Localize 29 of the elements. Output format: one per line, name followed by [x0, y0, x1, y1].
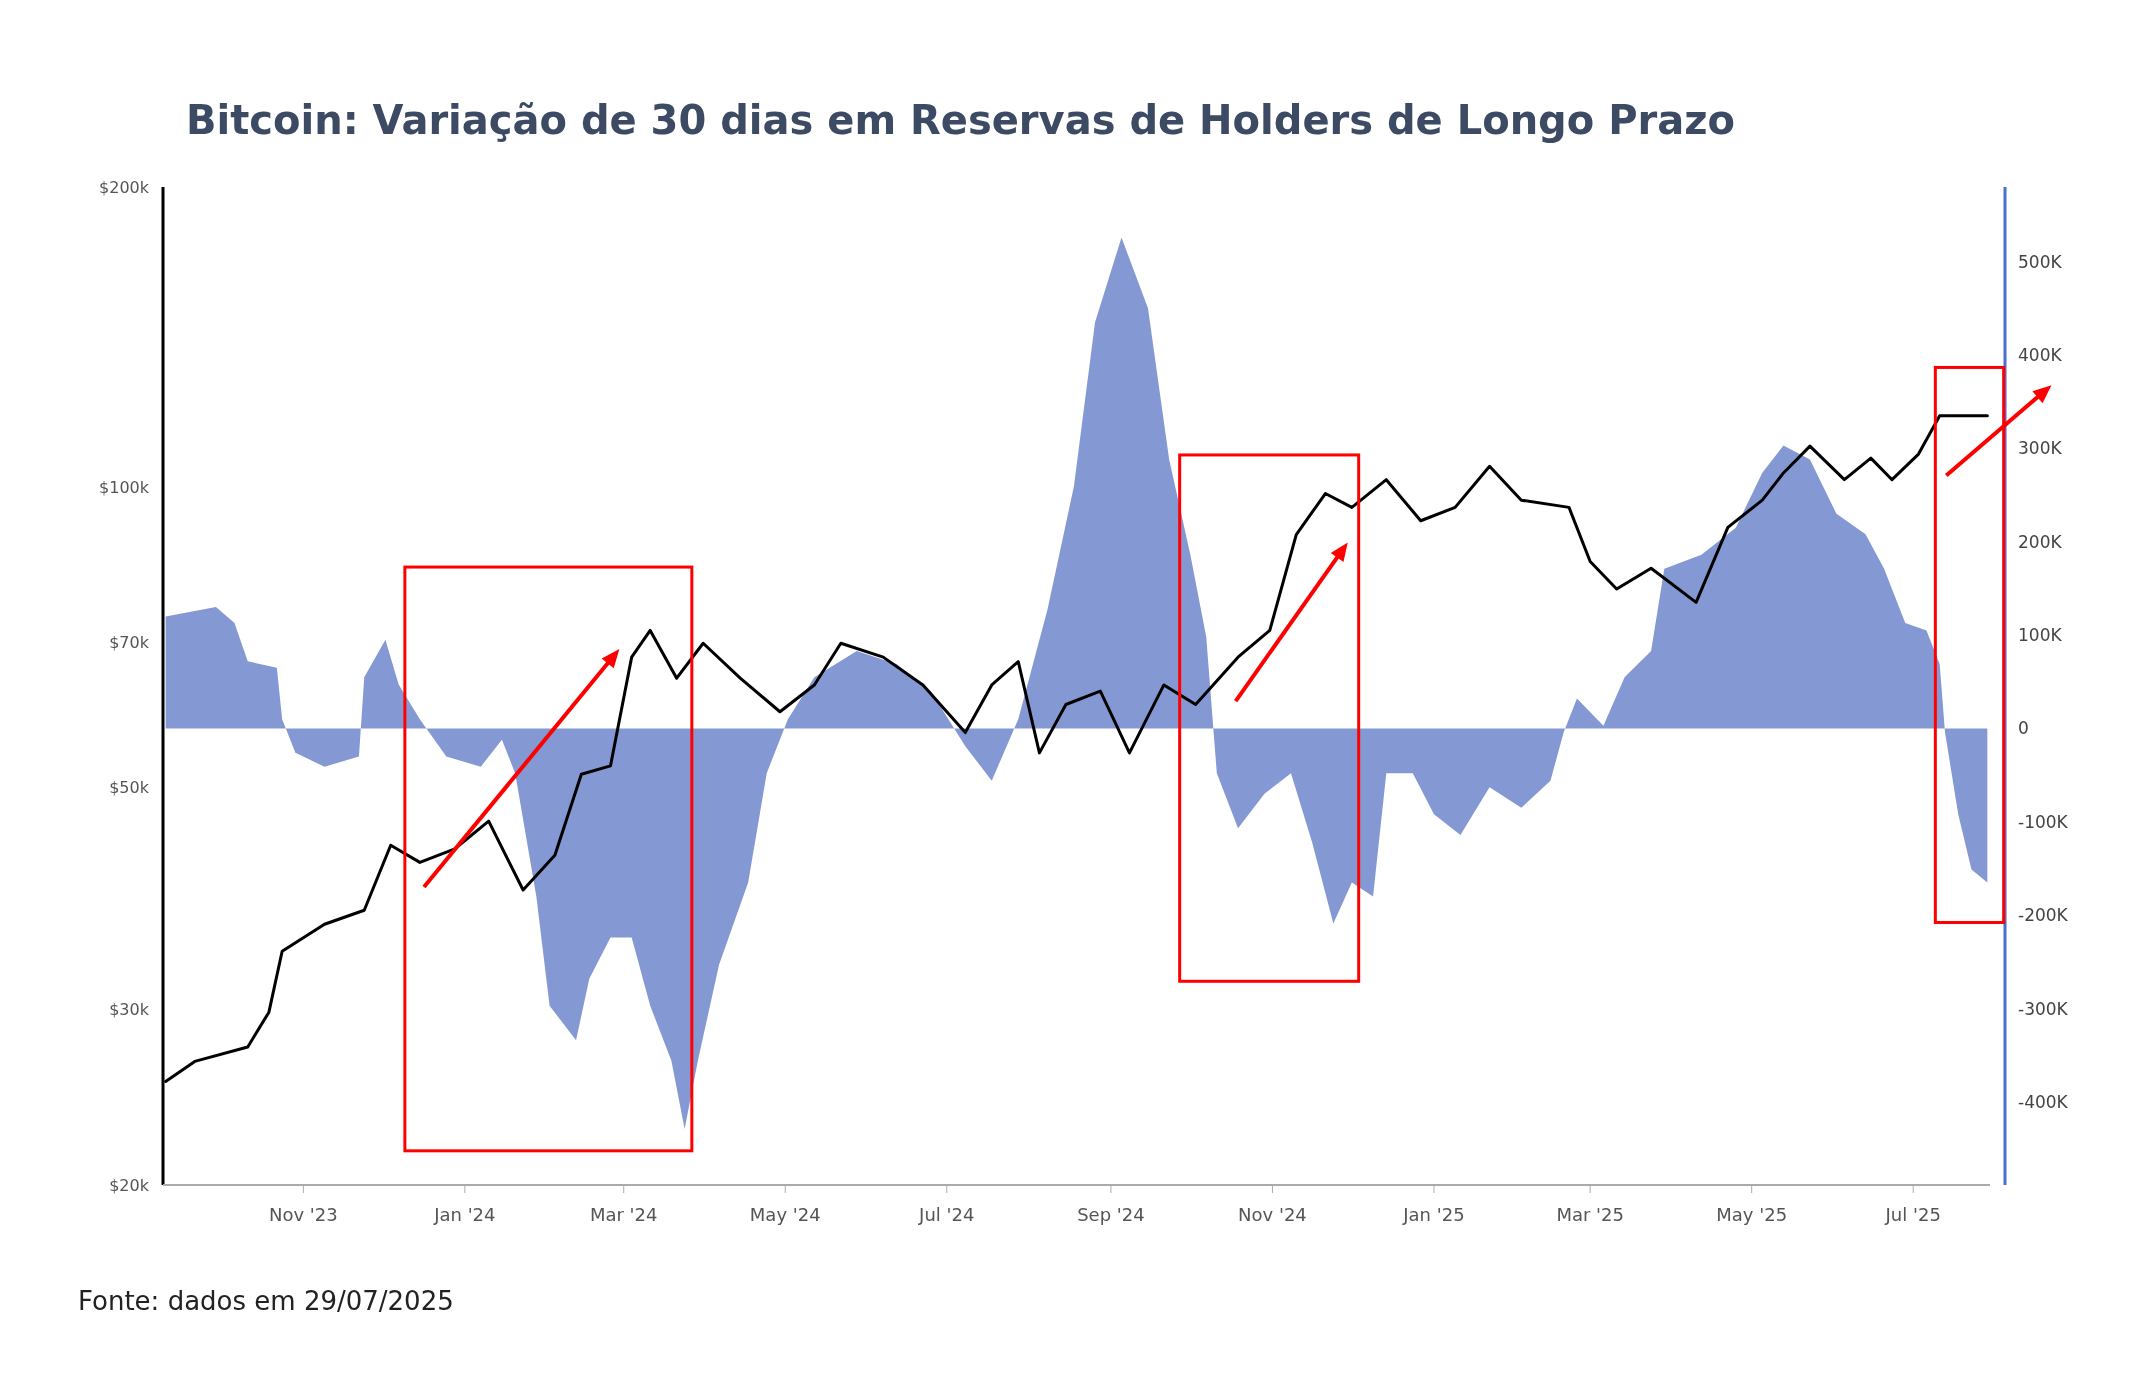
- x-tick-label: Nov '24: [1238, 1204, 1307, 1225]
- y2-tick-label: 300K: [2018, 438, 2063, 459]
- x-tick-label: Mar '24: [589, 1204, 658, 1225]
- y-tick-label: $200k: [99, 177, 150, 197]
- x-tick-label: Jul '25: [1884, 1204, 1941, 1225]
- y2-tick-label: -400K: [2018, 1091, 2069, 1112]
- y2-tick-label: 400K: [2018, 344, 2063, 365]
- x-tick-label: Jul '24: [918, 1204, 975, 1225]
- y2-tick-label: -100K: [2018, 811, 2069, 832]
- x-tick-label: Jan '24: [433, 1204, 496, 1225]
- x-tick-label: Mar '25: [1556, 1204, 1624, 1225]
- y2-tick-label: 0: [2018, 718, 2029, 739]
- y-tick-label: $50k: [109, 778, 150, 798]
- y2-tick-label: -300K: [2018, 998, 2069, 1019]
- y2-tick-label: -200K: [2018, 905, 2069, 926]
- chart-title: Bitcoin: Variação de 30 dias em Reservas de Holders de Longo Prazo: [186, 97, 1735, 143]
- y-tick-label: $70k: [109, 632, 150, 652]
- y-tick-label: $30k: [109, 999, 150, 1019]
- source-note: Fonte: dados em 29/07/2025: [78, 1286, 454, 1316]
- y2-tick-label: 500K: [2018, 251, 2063, 272]
- y2-tick-label: 100K: [2018, 625, 2063, 646]
- x-tick-label: Jan '25: [1402, 1204, 1465, 1225]
- y2-tick-label: 200K: [2018, 531, 2063, 552]
- x-tick-label: May '24: [749, 1204, 821, 1225]
- x-tick-label: Nov '23: [268, 1204, 338, 1225]
- y-tick-label: $20k: [109, 1175, 150, 1195]
- x-tick-label: Sep '24: [1077, 1204, 1145, 1225]
- x-tick-label: May '25: [1716, 1204, 1788, 1225]
- y-tick-label: $100k: [99, 478, 150, 498]
